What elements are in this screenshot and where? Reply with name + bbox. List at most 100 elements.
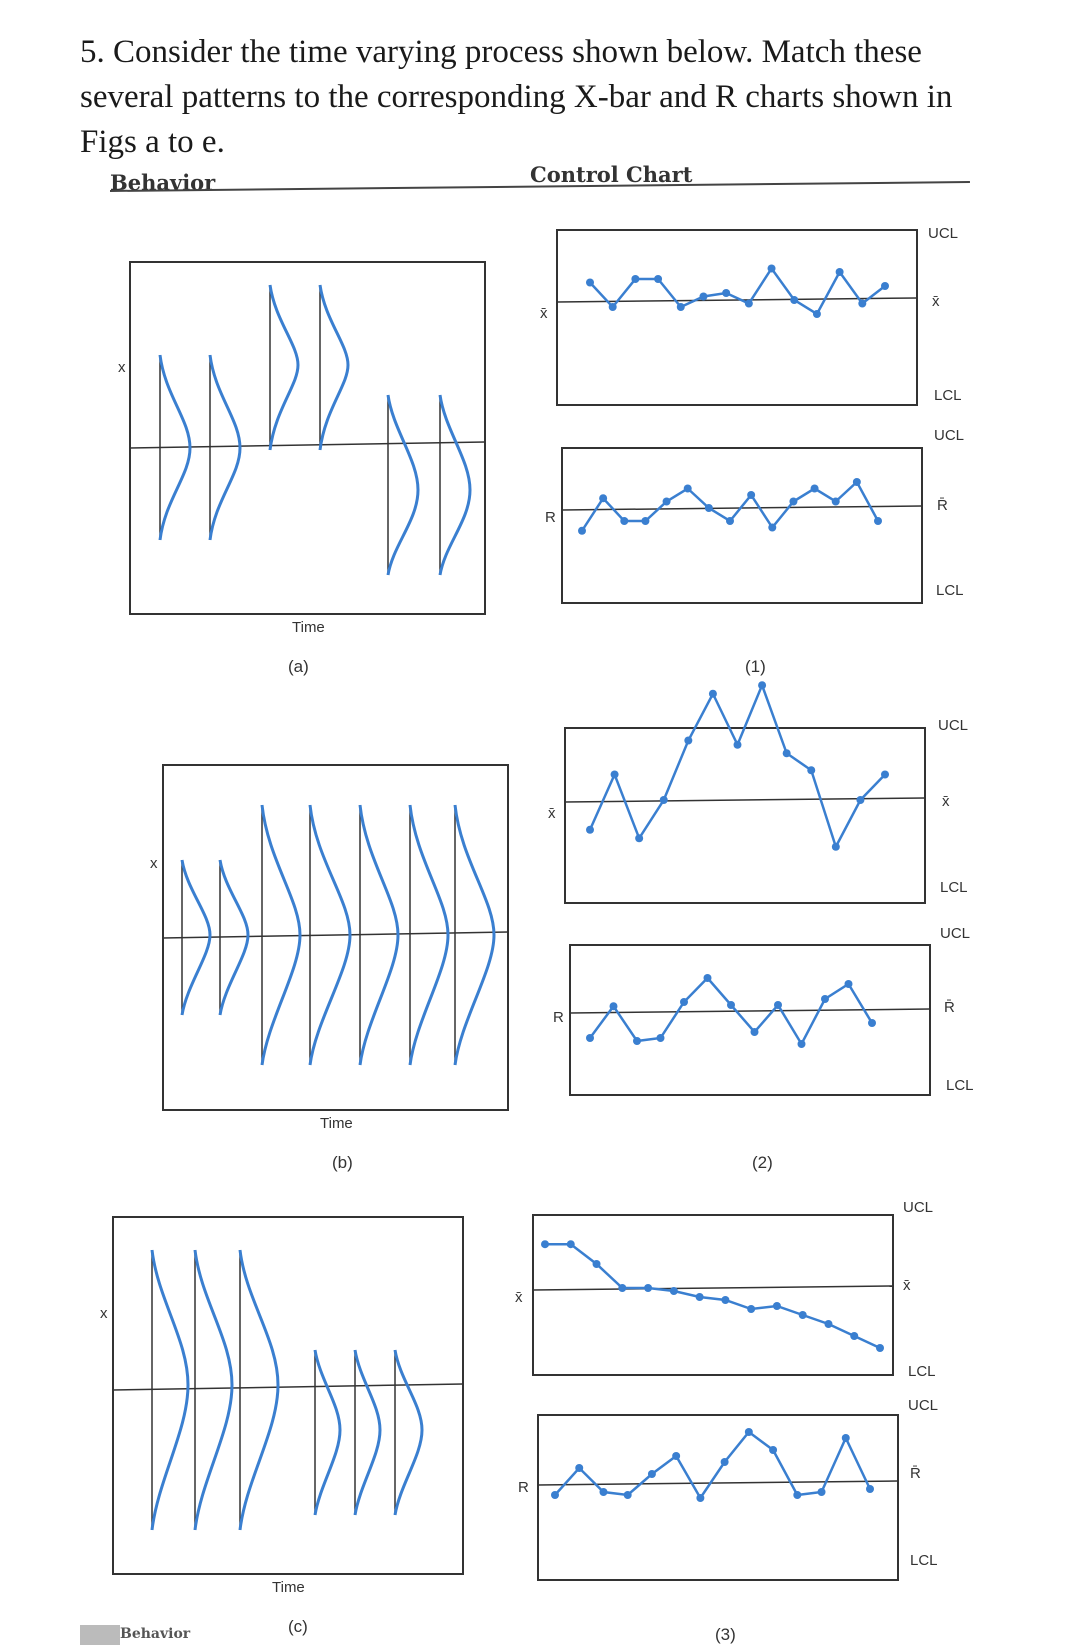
data-point-3-8 <box>758 681 767 690</box>
data-point-6-14 <box>866 1485 874 1493</box>
data-point-4-3 <box>633 1037 641 1045</box>
xbar-axis-label-3: x̄ <box>515 1289 523 1306</box>
data-point-4-7 <box>727 1001 735 1009</box>
data-point-2-14 <box>852 478 861 486</box>
lcl-label-1: LCL <box>934 387 962 404</box>
data-point-6-1 <box>551 1491 559 1499</box>
mean-line-c <box>112 1383 464 1391</box>
data-point-1-3 <box>631 275 640 283</box>
data-point-6-5 <box>647 1470 656 1478</box>
data-point-6-6 <box>672 1452 681 1460</box>
lcl-label-2r: LCL <box>946 1077 974 1094</box>
behavior-time-label-b: Time <box>320 1115 353 1132</box>
xbar-axis-label-1: x̄ <box>540 305 548 322</box>
data-point-5-7 <box>695 1293 704 1301</box>
behavior-caption-c: (c) <box>288 1617 308 1636</box>
chart-caption-3: (3) <box>715 1625 736 1644</box>
data-point-2-13 <box>831 497 840 506</box>
data-point-4-5 <box>680 998 688 1006</box>
lcl-label-3: LCL <box>908 1363 936 1380</box>
data-point-5-14 <box>876 1344 884 1352</box>
ucl-label-3: UCL <box>903 1199 933 1216</box>
data-point-6-2 <box>575 1464 584 1472</box>
data-point-4-2 <box>609 1002 618 1011</box>
mean-line-a <box>129 441 486 449</box>
xbar-axis-label-2: x̄ <box>548 805 556 822</box>
data-point-6-7 <box>696 1494 705 1502</box>
data-point-5-6 <box>669 1287 678 1295</box>
data-point-3-2 <box>610 770 619 779</box>
data-point-2-3 <box>620 517 629 525</box>
r-centerline-2 <box>569 1008 931 1014</box>
data-point-5-2 <box>566 1240 575 1249</box>
data-point-1-9 <box>767 264 776 273</box>
data-point-4-11 <box>821 995 829 1003</box>
data-point-3-12 <box>856 796 865 804</box>
data-point-1-14 <box>881 282 889 290</box>
xbar-frame-1 <box>556 229 918 406</box>
ucl-label-3r: UCL <box>908 1397 938 1414</box>
data-point-6-8 <box>720 1458 729 1466</box>
data-point-2-2 <box>599 494 608 503</box>
series-line-5 <box>545 1242 881 1350</box>
data-point-4-10 <box>797 1040 806 1048</box>
data-point-3-11 <box>831 842 840 851</box>
data-point-1-12 <box>835 268 844 276</box>
mean-line-b <box>162 931 509 939</box>
data-point-5-10 <box>772 1302 781 1310</box>
chart-labels: UCL x̄ LCL UCL R̄ LCL x̄ R UCL x̄ LCL UC… <box>515 225 974 1569</box>
r-frame-3 <box>537 1414 899 1581</box>
behavior-time-label-c: Time <box>272 1579 305 1596</box>
question-text: 5. Consider the time varying process sho… <box>80 34 953 160</box>
r-center-label-2: R̄ <box>944 999 955 1016</box>
ucl-label-2: UCL <box>938 717 968 734</box>
data-point-6-13 <box>841 1434 850 1442</box>
data-point-6-11 <box>793 1491 802 1499</box>
data-point-5-9 <box>747 1305 756 1313</box>
ucl-label-2r: UCL <box>940 925 970 942</box>
data-point-1-13 <box>858 299 867 308</box>
ucl-label-1r: UCL <box>934 427 964 444</box>
data-point-3-7 <box>733 740 742 749</box>
r-frame-1 <box>561 447 923 604</box>
data-point-3-10 <box>807 766 816 775</box>
data-point-3-4 <box>659 796 668 804</box>
series-layer <box>541 264 889 1502</box>
data-point-2-5 <box>662 497 671 506</box>
r-centerline-3 <box>537 1480 899 1486</box>
data-point-3-9 <box>782 749 791 758</box>
data-point-1-6 <box>699 292 708 301</box>
behavior-panel-c: x Time (c) <box>100 1216 464 1636</box>
xbar-centerline-3 <box>532 1285 894 1291</box>
data-point-2-9 <box>747 491 756 499</box>
data-point-1-7 <box>722 289 731 297</box>
chart-caption-1: (1) <box>745 657 766 676</box>
data-point-6-9 <box>744 1428 753 1436</box>
data-point-4-6 <box>703 974 712 982</box>
lcl-label-2: LCL <box>940 879 968 896</box>
data-point-4-8 <box>750 1028 759 1036</box>
xbar-center-label-1: x̄ <box>932 293 940 310</box>
behavior-y-label-b: x <box>150 855 158 872</box>
r-frame-2 <box>569 944 931 1096</box>
data-point-5-5 <box>644 1284 653 1292</box>
behavior-panel-a: x Time (a) <box>118 261 486 676</box>
data-point-5-4 <box>618 1284 627 1292</box>
xbar-frame-2 <box>564 727 926 904</box>
data-point-2-10 <box>768 523 777 532</box>
data-point-4-9 <box>774 1001 782 1009</box>
behavior-frame-c <box>112 1216 464 1575</box>
data-point-3-3 <box>635 834 644 843</box>
chart-caption-2: (2) <box>752 1153 773 1172</box>
data-point-5-12 <box>824 1320 833 1328</box>
control-charts <box>532 229 931 1581</box>
data-point-4-4 <box>656 1034 665 1042</box>
data-point-2-6 <box>683 484 692 493</box>
r-axis-label-3: R <box>518 1479 529 1496</box>
data-point-5-13 <box>850 1332 859 1340</box>
data-point-1-4 <box>654 275 663 283</box>
r-center-label-1: R̄ <box>937 497 948 514</box>
data-point-5-8 <box>721 1296 730 1304</box>
lcl-label-3r: LCL <box>910 1552 938 1569</box>
